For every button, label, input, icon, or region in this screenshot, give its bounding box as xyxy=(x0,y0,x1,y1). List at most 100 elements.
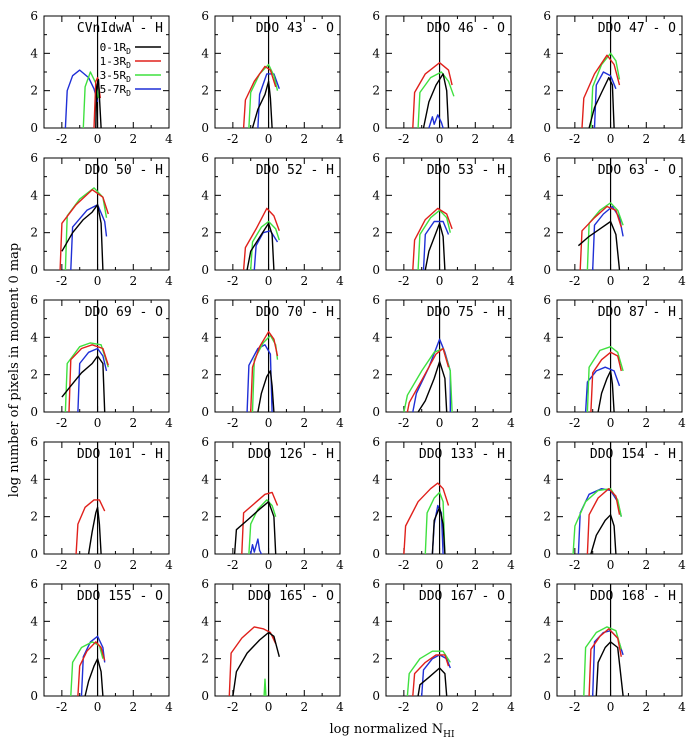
panel-title: DDO 168 - H xyxy=(590,589,676,604)
x-tick-label: 0 xyxy=(265,558,273,572)
x-tick-label: -2 xyxy=(227,700,239,714)
series-line xyxy=(417,360,448,413)
series-line xyxy=(422,220,450,271)
series-line xyxy=(233,501,277,555)
series-line xyxy=(64,342,109,413)
series-line xyxy=(412,62,453,129)
panel: -2 0 2 4 0 2 4 6 DDO 165 - O xyxy=(201,577,344,714)
x-tick-label: -2 xyxy=(56,132,68,146)
y-tick-label: 0 xyxy=(30,121,38,135)
x-tick-label: 2 xyxy=(129,274,137,288)
y-tick-label: 2 xyxy=(372,368,380,382)
series-line xyxy=(250,331,279,413)
series-line xyxy=(428,114,444,129)
series-line xyxy=(242,65,277,129)
x-tick-label: 0 xyxy=(607,274,615,288)
x-tick-label: 0 xyxy=(94,558,102,572)
y-tick-label: 2 xyxy=(30,510,38,524)
y-tick-label: 0 xyxy=(201,547,209,561)
panel: -2 0 2 4 0 2 4 6 DDO 133 - H xyxy=(372,435,515,572)
panel: -2 0 2 4 0 2 4 6 DDO 168 - H xyxy=(543,577,686,714)
series-line xyxy=(77,641,106,697)
x-tick-label: 4 xyxy=(507,700,515,714)
y-tick-label: 0 xyxy=(372,405,380,419)
x-tick-label: 0 xyxy=(607,700,615,714)
y-tick-label: 6 xyxy=(30,435,38,449)
x-tick-label: -2 xyxy=(56,558,68,572)
y-tick-label: 0 xyxy=(201,689,209,703)
y-tick-label: 4 xyxy=(372,188,380,202)
x-tick-label: -2 xyxy=(398,416,410,430)
series-line xyxy=(75,499,106,555)
x-tick-label: 2 xyxy=(471,558,479,572)
panel-title: DDO 87 - H xyxy=(598,305,676,320)
panel: -2 0 2 4 0 2 4 6 DDO 52 - H xyxy=(201,151,344,288)
panel: -2 0 2 4 0 2 4 6 DDO 43 - O xyxy=(201,9,344,146)
legend-label: 0-1RD xyxy=(100,41,132,56)
series-line xyxy=(95,78,102,129)
x-axis-title-sub: HI xyxy=(443,730,455,738)
y-tick-label: 2 xyxy=(30,84,38,98)
series-line xyxy=(590,52,621,129)
panel: -2 0 2 4 0 2 4 6 DDO 69 - O xyxy=(30,293,173,430)
series-line xyxy=(64,69,99,129)
y-tick-label: 4 xyxy=(201,614,209,628)
series-line xyxy=(263,678,267,697)
x-tick-label: -2 xyxy=(56,416,68,430)
panel-title: DDO 165 - O xyxy=(248,589,334,604)
y-tick-label: 4 xyxy=(30,188,38,202)
y-tick-label: 6 xyxy=(30,577,38,591)
x-tick-label: 0 xyxy=(436,132,444,146)
y-tick-label: 6 xyxy=(543,577,551,591)
y-tick-label: 2 xyxy=(201,84,209,98)
y-tick-label: 6 xyxy=(543,435,551,449)
y-tick-label: 6 xyxy=(372,435,380,449)
y-tick-label: 2 xyxy=(30,368,38,382)
x-tick-label: 2 xyxy=(300,416,308,430)
x-tick-label: 4 xyxy=(336,274,344,288)
x-tick-label: 0 xyxy=(436,558,444,572)
x-tick-label: 2 xyxy=(300,274,308,288)
x-tick-label: 4 xyxy=(336,700,344,714)
y-tick-label: 0 xyxy=(201,405,209,419)
x-tick-label: 0 xyxy=(94,700,102,714)
series-line xyxy=(584,366,621,413)
y-tick-label: 0 xyxy=(543,547,551,561)
y-tick-label: 4 xyxy=(30,472,38,486)
series-line xyxy=(61,355,106,413)
legend-subscript: D xyxy=(126,47,131,56)
x-tick-label: 4 xyxy=(507,416,515,430)
panel: -2 0 2 4 0 2 4 6 DDO 50 - H xyxy=(30,151,173,288)
series-line xyxy=(424,491,446,555)
series-line xyxy=(251,80,273,129)
x-tick-label: 2 xyxy=(471,700,479,714)
y-tick-label: 6 xyxy=(30,9,38,23)
x-tick-label: 4 xyxy=(165,274,173,288)
x-tick-label: 2 xyxy=(642,558,650,572)
panel: -2 0 2 4 0 2 4 6 DDO 101 - H xyxy=(30,435,173,572)
x-tick-label: 2 xyxy=(300,132,308,146)
series-line xyxy=(417,71,455,129)
y-tick-label: 2 xyxy=(201,510,209,524)
x-tick-label: 0 xyxy=(607,132,615,146)
x-tick-label: 0 xyxy=(436,700,444,714)
legend-subscript: D xyxy=(126,89,131,98)
y-tick-label: 4 xyxy=(372,614,380,628)
x-tick-label: -2 xyxy=(227,558,239,572)
series-line xyxy=(577,220,621,271)
x-tick-label: 4 xyxy=(678,274,686,288)
y-tick-label: 6 xyxy=(543,293,551,307)
x-tick-label: 0 xyxy=(265,132,273,146)
series-line xyxy=(590,514,617,555)
series-line xyxy=(241,491,279,555)
series-line xyxy=(248,63,279,129)
series-line xyxy=(586,346,624,413)
series-line xyxy=(59,189,109,271)
series-line xyxy=(242,207,280,271)
x-tick-label: 4 xyxy=(165,558,173,572)
y-tick-label: 6 xyxy=(30,151,38,165)
y-tick-label: 0 xyxy=(30,547,38,561)
y-tick-label: 2 xyxy=(372,226,380,240)
y-tick-label: 0 xyxy=(372,263,380,277)
